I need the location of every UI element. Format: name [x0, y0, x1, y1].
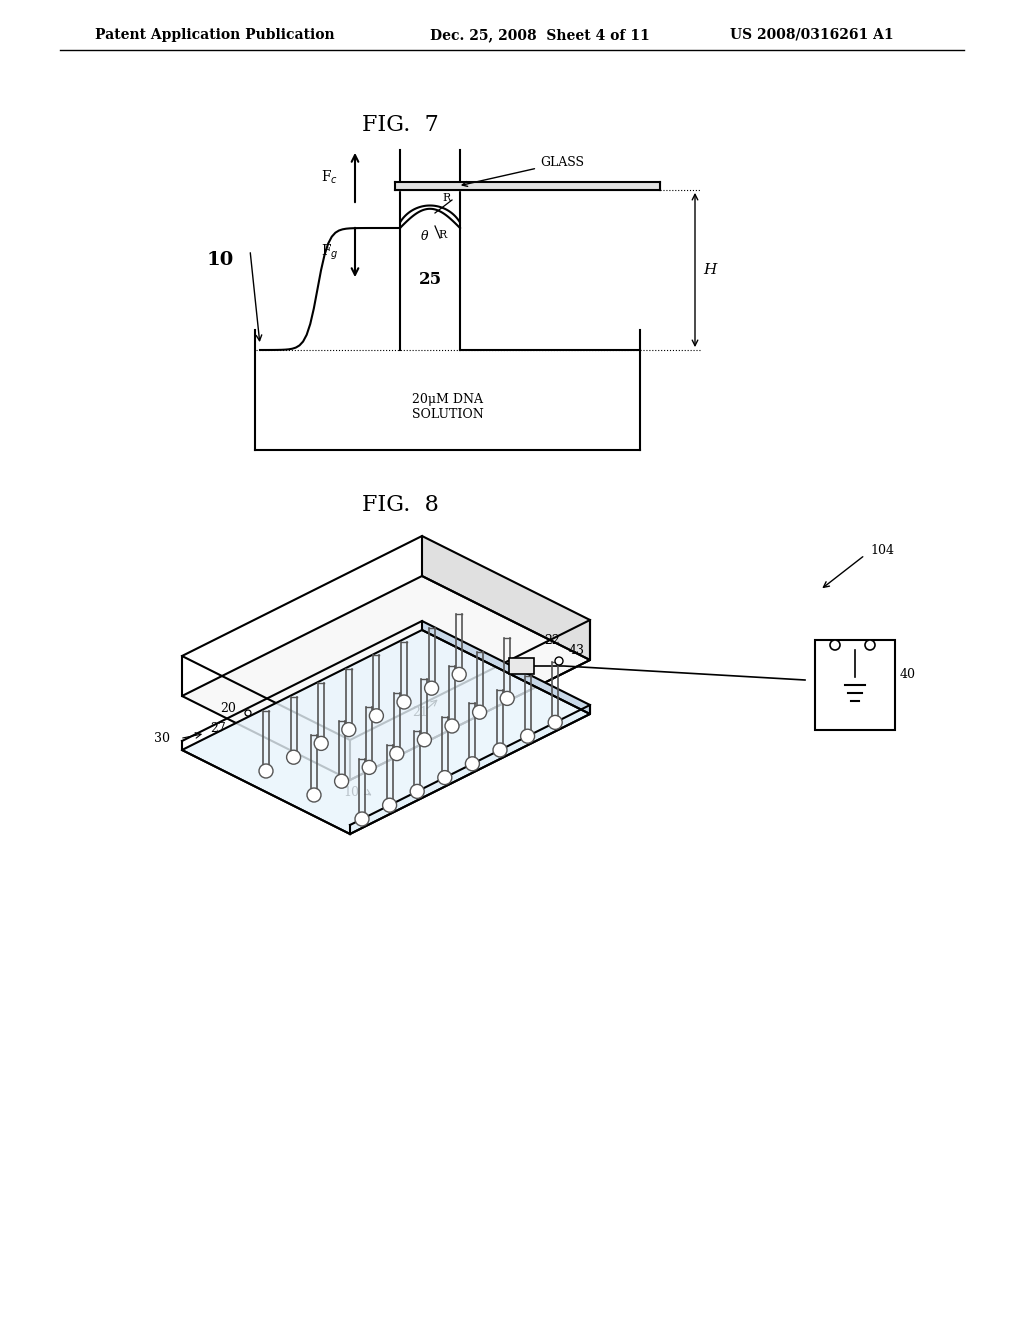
FancyBboxPatch shape	[815, 640, 895, 730]
Text: H: H	[703, 263, 716, 277]
Polygon shape	[350, 705, 590, 834]
Text: 10: 10	[343, 785, 359, 799]
Text: R: R	[442, 193, 451, 203]
Circle shape	[830, 640, 840, 649]
Circle shape	[307, 788, 321, 803]
Text: 27: 27	[210, 722, 225, 735]
Text: 10: 10	[207, 251, 233, 269]
Text: 43: 43	[569, 644, 585, 657]
Text: Patent Application Publication: Patent Application Publication	[95, 28, 335, 42]
Polygon shape	[350, 620, 590, 780]
Circle shape	[245, 710, 251, 715]
Text: 20: 20	[220, 701, 236, 714]
Text: 20μM DNA: 20μM DNA	[413, 393, 483, 407]
Text: Dec. 25, 2008  Sheet 4 of 11: Dec. 25, 2008 Sheet 4 of 11	[430, 28, 650, 42]
Text: FIG.  8: FIG. 8	[361, 494, 438, 516]
FancyBboxPatch shape	[509, 657, 534, 675]
Circle shape	[397, 696, 411, 709]
Text: F$_c$: F$_c$	[322, 169, 339, 186]
Text: θ: θ	[421, 230, 429, 243]
Text: GLASS: GLASS	[462, 156, 584, 186]
Text: 25: 25	[419, 272, 441, 289]
Text: 30: 30	[154, 733, 170, 744]
Text: US 2008/0316261 A1: US 2008/0316261 A1	[730, 28, 894, 42]
Circle shape	[411, 784, 424, 799]
Polygon shape	[182, 630, 590, 834]
Text: 40: 40	[900, 668, 916, 681]
Circle shape	[500, 692, 514, 705]
Text: 104: 104	[870, 544, 894, 557]
Circle shape	[473, 705, 486, 719]
Circle shape	[390, 747, 403, 760]
Circle shape	[362, 760, 376, 775]
Text: FIG.  7: FIG. 7	[361, 114, 438, 136]
Circle shape	[342, 722, 355, 737]
Polygon shape	[422, 620, 590, 714]
Text: 22: 22	[544, 635, 560, 648]
Circle shape	[370, 709, 383, 723]
Circle shape	[418, 733, 431, 747]
Circle shape	[555, 657, 563, 665]
Circle shape	[259, 764, 273, 777]
Circle shape	[383, 799, 396, 812]
Circle shape	[520, 729, 535, 743]
Text: SOLUTION: SOLUTION	[412, 408, 484, 421]
Circle shape	[465, 756, 479, 771]
Circle shape	[453, 668, 466, 681]
Circle shape	[493, 743, 507, 756]
Text: R: R	[438, 230, 446, 240]
Circle shape	[445, 719, 459, 733]
Circle shape	[287, 750, 301, 764]
Circle shape	[548, 715, 562, 730]
Circle shape	[438, 771, 452, 784]
Circle shape	[355, 812, 369, 826]
Polygon shape	[182, 576, 590, 780]
Text: F$_g$: F$_g$	[322, 243, 339, 263]
Polygon shape	[422, 536, 590, 660]
Circle shape	[865, 640, 874, 649]
Text: 21: 21	[412, 706, 428, 719]
Circle shape	[335, 775, 348, 788]
Circle shape	[314, 737, 329, 750]
Circle shape	[425, 681, 438, 696]
